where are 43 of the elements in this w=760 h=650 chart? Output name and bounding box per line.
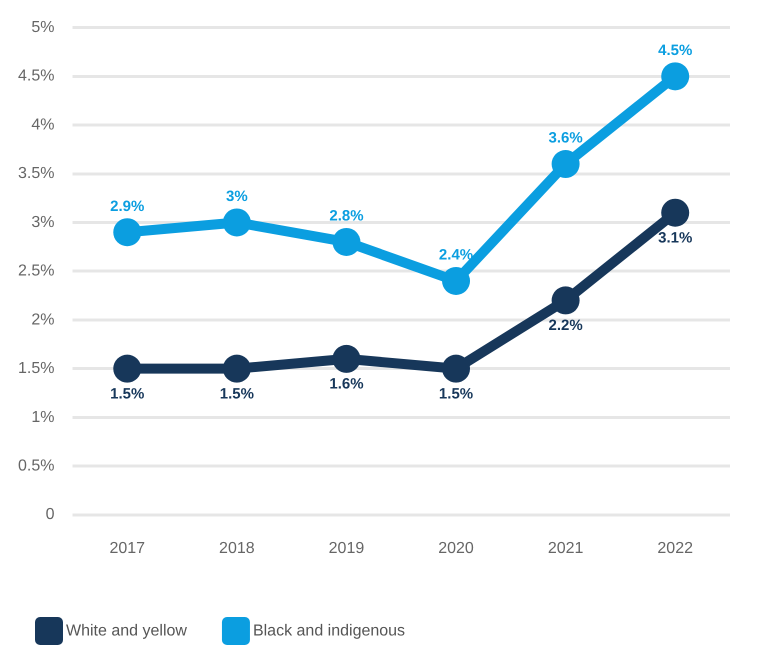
- x-tick-label: 2020: [438, 540, 474, 557]
- y-tick-label: 3.5%: [18, 165, 54, 182]
- data-label: 3%: [226, 188, 248, 206]
- data-label: 2.9%: [110, 198, 144, 215]
- point: [552, 150, 580, 178]
- point: [332, 228, 360, 256]
- y-tick-label: 4%: [31, 116, 54, 134]
- y-tick-label: 3%: [31, 214, 54, 231]
- x-tick-label: 2022: [657, 540, 694, 557]
- point: [661, 198, 690, 227]
- data-label: 1.5%: [220, 385, 254, 402]
- x-tick-label: 2019: [328, 540, 364, 557]
- point: [113, 218, 142, 246]
- data-label: 2.2%: [548, 317, 583, 334]
- point: [222, 208, 251, 236]
- x-tick-label: 2017: [109, 540, 146, 557]
- data-label: 2.4%: [438, 246, 474, 264]
- data-label: 3.6%: [548, 130, 583, 147]
- data-label: 1.6%: [329, 376, 364, 393]
- y-tick-label: 1.5%: [18, 360, 54, 378]
- x-tick-label: 2021: [548, 540, 584, 557]
- point: [442, 354, 470, 383]
- legend-label: White and yellow: [66, 622, 188, 640]
- y-tick-label: 0: [46, 506, 55, 524]
- data-label: 1.5%: [110, 385, 144, 402]
- point: [661, 62, 690, 90]
- point: [113, 354, 142, 383]
- y-tick-label: 2.5%: [18, 262, 54, 280]
- legend-label: Black and indigenous: [252, 622, 406, 640]
- y-tick-label: 5%: [31, 19, 54, 36]
- y-tick-label: 2%: [31, 311, 54, 328]
- data-label: 4.5%: [658, 42, 692, 59]
- x-tick-label: 2018: [219, 540, 255, 557]
- point: [442, 266, 470, 295]
- y-tick-label: 0.5%: [18, 457, 54, 474]
- data-label: 1.5%: [438, 385, 474, 402]
- point: [222, 354, 251, 383]
- point: [552, 286, 580, 314]
- y-tick-label: 4.5%: [18, 68, 54, 85]
- data-label: 2.8%: [329, 208, 364, 225]
- y-tick-label: 1%: [31, 408, 54, 426]
- point: [332, 344, 360, 373]
- data-label: 3.1%: [658, 229, 692, 246]
